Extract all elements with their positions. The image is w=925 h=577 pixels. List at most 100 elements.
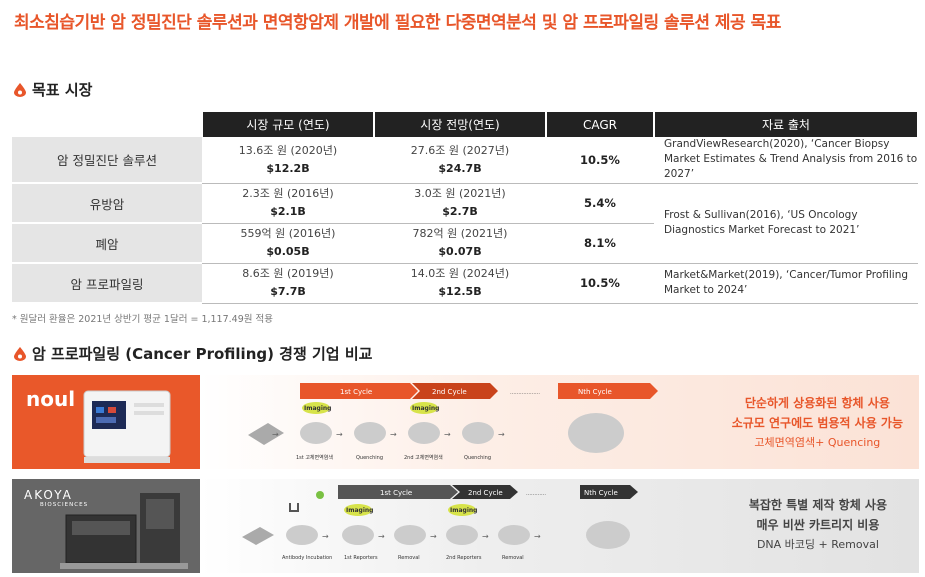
row-name: 폐암 — [12, 223, 202, 264]
akoya-logo: AKOYA — [24, 488, 73, 502]
cycle-arrow — [300, 383, 418, 399]
market-forecast-cell: 3.0조 원 (2021년) $2.7B — [374, 183, 546, 224]
step-label: 1st Reporters — [344, 555, 378, 561]
ellipsis: ………… — [526, 491, 546, 497]
step-label: Quenching — [356, 455, 383, 461]
tissue-icon — [300, 422, 332, 444]
arrow-icon: → — [378, 532, 385, 541]
noul-process-flow: ……………… 1st Cycle 2nd Cycle Nth Cycle → I… — [200, 375, 919, 469]
imaging-badge — [448, 504, 476, 516]
noul-logo: noul — [26, 387, 76, 411]
step-label: Antibody Incubation — [282, 555, 332, 561]
desc-line: 소규모 연구에도 범용적 사용 가능 — [731, 416, 903, 430]
cagr-cell: 10.5% — [546, 137, 654, 184]
section-title: 목표 시장 — [32, 81, 93, 99]
step-label: Removal — [502, 555, 524, 561]
noul-description: 단순하게 상용화된 항체 사용 소규모 연구에도 범용적 사용 가능 고체면역염… — [732, 393, 903, 453]
tissue-icon-large — [568, 413, 624, 453]
imaging-label: Imaging — [412, 405, 439, 412]
section-title: 암 프로파일링 (Cancer Profiling) 경쟁 기업 비교 — [32, 345, 373, 363]
noul-device-image — [83, 390, 171, 463]
tissue-icon — [286, 525, 318, 545]
table-row: 유방암 2.3조 원 (2016년) $2.1B 3.0조 원 (2021년) $2… — [12, 183, 918, 264]
cagr-cell: 10.5% — [546, 263, 654, 304]
arrow-icon: → — [444, 430, 451, 439]
tissue-icon-large — [586, 521, 630, 549]
desc-method: 고체면역염색+ Quencing — [754, 436, 881, 449]
tissue-icon — [498, 525, 530, 545]
arrow-icon: → — [498, 430, 505, 439]
cycle-label: 1st Cycle — [380, 489, 412, 497]
source-cell: Frost & Sullivan(2016), ‘US Oncology Dia… — [654, 183, 918, 264]
tissue-icon — [446, 525, 478, 545]
noul-comparison: noul ……………… 1st Cycle 2nd Cycle Nth Cycl… — [12, 375, 919, 469]
slide-icon — [242, 527, 274, 545]
section-competitor: 암 프로파일링 (Cancer Profiling) 경쟁 기업 비교 — [14, 343, 372, 364]
cycle-arrow — [412, 383, 498, 399]
cagr-cell: 5.4% — [546, 183, 654, 224]
arrow-icon: → — [390, 430, 397, 439]
source-cell: GrandViewResearch(2020), ‘Cancer Biopsy … — [654, 137, 918, 184]
market-forecast-cell: 27.6조 원 (2027년) $24.7B — [374, 137, 546, 184]
market-size-cell: 2.3조 원 (2016년) $2.1B — [202, 183, 374, 224]
header-size: 시장 규모 (연도) — [202, 112, 375, 137]
cagr-cell: 8.1% — [546, 223, 654, 264]
reporter-icon — [316, 491, 324, 499]
slide-icon — [248, 423, 284, 445]
step-label: Quenching — [464, 455, 491, 461]
exchange-rate-note: * 원달러 환율은 2021년 상반기 평균 1달러 = 1,117.49원 적… — [12, 314, 273, 325]
tissue-icon — [408, 422, 440, 444]
market-size-cell: 559억 원 (2016년) $0.05B — [202, 223, 374, 264]
imaging-badge — [344, 504, 372, 516]
akoya-comparison: AKOYA BIOSCIENCES ………… 1st Cycle 2nd Cyc… — [12, 479, 919, 573]
cycle-arrow — [580, 485, 638, 499]
tissue-icon — [342, 525, 374, 545]
corner-cell — [12, 112, 203, 137]
akoya-logo-sub: BIOSCIENCES — [40, 502, 89, 508]
desc-line: 단순하게 상용화된 항체 사용 — [744, 396, 890, 410]
desc-method: DNA 바코딩 + Removal — [756, 538, 879, 551]
market-size-cell: 13.6조 원 (2020년) $12.2B — [202, 137, 374, 184]
drop-icon — [14, 346, 26, 361]
cycle-arrow — [558, 383, 658, 399]
akoya-logo-panel: AKOYA BIOSCIENCES — [12, 479, 200, 573]
market-forecast-cell: 14.0조 원 (2024년) $12.5B — [374, 263, 546, 304]
step-label: 2nd Reporters — [446, 555, 482, 561]
row-name: 암 정밀진단 솔루션 — [12, 137, 202, 184]
imaging-badge — [302, 402, 330, 414]
step-label: 2nd 고체면역염색 — [404, 454, 443, 461]
step-label: 1st 고체면역염색 — [296, 454, 333, 461]
market-forecast-cell: 782억 원 (2021년) $0.07B — [374, 223, 546, 264]
arrow-icon: → — [272, 430, 279, 439]
section-target-market: 목표 시장 — [14, 79, 92, 100]
cycle-label: 2nd Cycle — [468, 489, 503, 497]
desc-line: 매우 비싼 카트리지 비용 — [756, 518, 880, 532]
header-forecast: 시장 전망(연도) — [374, 112, 547, 137]
desc-line: 복잡한 특별 제작 항체 사용 — [748, 498, 887, 512]
row-name: 유방암 — [12, 183, 202, 224]
row-name: 암 프로파일링 — [12, 263, 202, 304]
noul-logo-panel: noul — [12, 375, 200, 469]
cycle-label: Nth Cycle — [578, 388, 612, 396]
cycle-label: Nth Cycle — [584, 489, 618, 497]
akoya-process-flow: ………… 1st Cycle 2nd Cycle Nth Cycle → Ima… — [200, 479, 919, 573]
step-label: Removal — [398, 555, 420, 561]
drop-icon — [14, 82, 26, 97]
market-table: 시장 규모 (연도) 시장 전망(연도) CAGR 자료 출처 암 정밀진단 솔… — [12, 112, 919, 304]
arrow-icon: → — [534, 532, 541, 541]
table-row: 암 프로파일링 8.6조 원 (2019년) $7.7B 14.0조 원 (202… — [12, 263, 918, 304]
header-cagr: CAGR — [546, 112, 655, 137]
table-row: 폐암 559억 원 (2016년) $0.05B 782억 원 (2021년) $0… — [12, 223, 918, 264]
page-title: 최소침습기반 암 정밀진단 솔루션과 면역항암제 개발에 필요한 다중면역분석 … — [14, 13, 781, 33]
tissue-icon — [462, 422, 494, 444]
cycle-label: 2nd Cycle — [432, 388, 467, 396]
arrow-icon: → — [322, 532, 329, 541]
cycle-arrow — [338, 485, 458, 499]
source-cell: Market&Market(2019), ‘Cancer/Tumor Profi… — [654, 263, 918, 304]
imaging-badge — [410, 402, 438, 414]
cycle-arrow — [452, 485, 518, 499]
arrow-icon: → — [430, 532, 437, 541]
imaging-label: Imaging — [450, 507, 477, 514]
cycle-label: 1st Cycle — [340, 388, 372, 396]
antibody-icon — [289, 503, 299, 512]
